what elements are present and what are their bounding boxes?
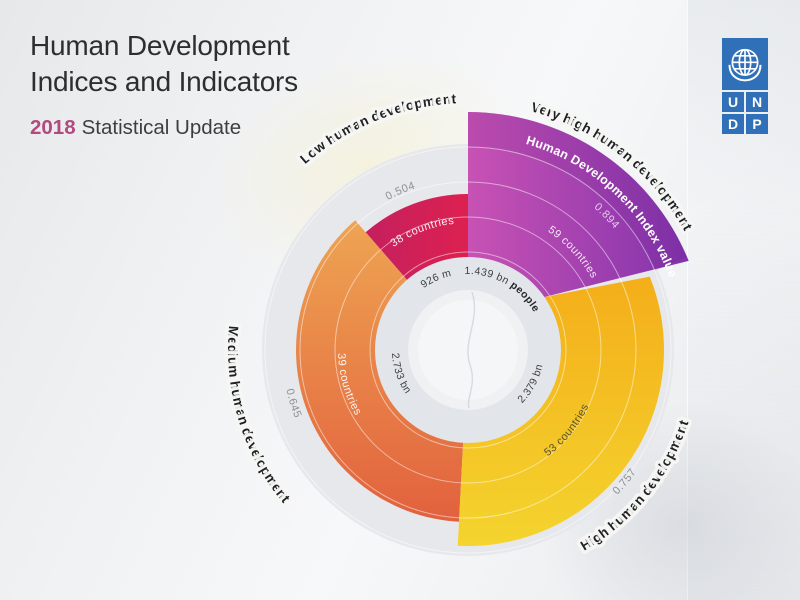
logo-letter-u: U <box>722 92 744 112</box>
un-emblem-icon <box>722 38 768 90</box>
title-line1: Human Development <box>30 30 290 61</box>
sector-outer-band-very-high <box>468 112 688 271</box>
grid-circle <box>369 251 567 449</box>
center-meridian-line <box>467 291 476 409</box>
sector-high <box>457 276 665 546</box>
logo-letter-d: D <box>722 114 744 134</box>
grid-circle <box>264 146 672 554</box>
grid-circle <box>334 216 602 484</box>
subtitle-year: 2018 <box>30 116 76 139</box>
sector-low <box>365 194 468 281</box>
subtitle-text: Statistical Update <box>81 116 242 139</box>
sector-very-high <box>468 112 689 298</box>
title-line2: Indices and Indicators <box>30 66 298 97</box>
un-globe-icon <box>728 48 762 82</box>
header: Human Development Indices and Indicators… <box>30 28 298 140</box>
undp-logo: U N D P <box>722 38 768 134</box>
logo-letter-n: N <box>746 92 768 112</box>
page-title: Human Development Indices and Indicators <box>30 28 298 100</box>
grid-circle <box>299 181 637 519</box>
logo-letter-grid: U N D P <box>722 92 768 134</box>
sector-medium <box>296 220 464 522</box>
logo-letter-p: P <box>746 114 768 134</box>
page-subtitle: 2018 Statistical Update <box>30 116 298 140</box>
